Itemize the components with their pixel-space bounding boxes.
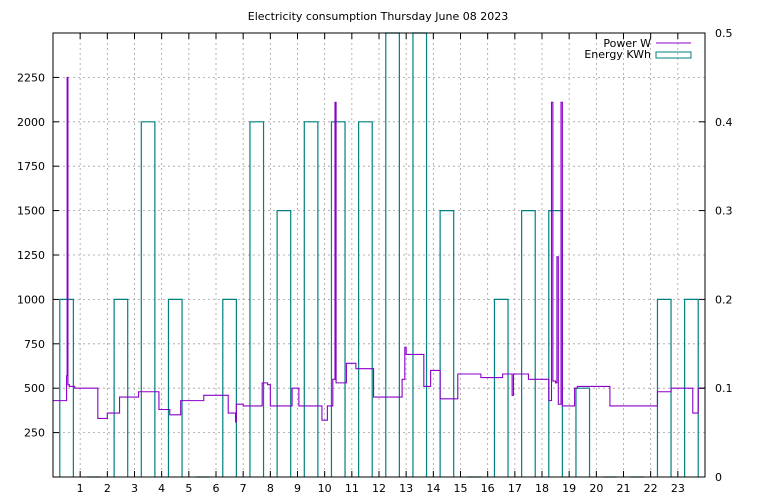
x-tick-label-15: 15 xyxy=(454,482,468,495)
energy-bar-10 xyxy=(330,121,346,477)
power-line xyxy=(53,76,706,423)
y-tick-label-750: 750 xyxy=(24,338,45,351)
energy-bar-12 xyxy=(385,32,400,477)
x-tick-label-23: 23 xyxy=(671,482,685,495)
energy-bar-6 xyxy=(222,298,237,477)
legend-item-power: Power W xyxy=(603,37,691,50)
x-tick-label-8: 8 xyxy=(267,482,274,495)
y-axis-left: 250 500 750 1000 1250 1500 1750 2000 2250 xyxy=(17,71,59,440)
x-tick-label-22: 22 xyxy=(644,482,658,495)
x-tick-label-5: 5 xyxy=(185,482,192,495)
x-tick-label-10: 10 xyxy=(318,482,332,495)
y-axis-right: 0 0.1 0.2 0.3 0.4 0.5 xyxy=(699,27,733,484)
y-tick-label-500: 500 xyxy=(24,382,45,395)
y2-tick-label-0.4: 0.4 xyxy=(715,116,733,129)
y-tick-label-1750: 1750 xyxy=(17,160,45,173)
x-tick-label-17: 17 xyxy=(508,482,522,495)
x-tick-label-7: 7 xyxy=(240,482,247,495)
x-tick-label-6: 6 xyxy=(213,482,220,495)
x-axis: 1 2 3 4 5 6 7 8 9 10 11 12 13 14 15 16 17 18 19 20 21 22 23 xyxy=(77,33,685,495)
y-tick-label-2000: 2000 xyxy=(17,116,45,129)
energy-bar-7 xyxy=(249,121,265,477)
x-tick-label-3: 3 xyxy=(131,482,138,495)
energy-bar-16 xyxy=(493,298,509,477)
y-tick-label-1250: 1250 xyxy=(17,249,45,262)
energy-bar-8 xyxy=(276,210,292,477)
energy-bar-4 xyxy=(167,298,183,477)
x-tick-label-14: 14 xyxy=(426,482,440,495)
x-tick-label-19: 19 xyxy=(562,482,576,495)
x-tick-label-11: 11 xyxy=(345,482,359,495)
energy-bar-18 xyxy=(548,210,563,477)
energy-series xyxy=(59,32,699,478)
x-tick-label-12: 12 xyxy=(372,482,386,495)
legend-swatch-energy xyxy=(655,51,692,59)
legend-item-energy: Energy KWh xyxy=(584,48,692,61)
x-tick-label-18: 18 xyxy=(535,482,549,495)
y2-tick-label-0: 0 xyxy=(715,471,722,484)
x-tick-label-9: 9 xyxy=(294,482,301,495)
x-tick-label-13: 13 xyxy=(399,482,413,495)
power-series xyxy=(53,76,706,423)
energy-bar-17 xyxy=(521,210,536,477)
y-tick-label-1500: 1500 xyxy=(17,205,45,218)
y-tick-label-1000: 1000 xyxy=(17,293,45,306)
energy-bar-3 xyxy=(140,121,156,477)
x-tick-label-20: 20 xyxy=(589,482,603,495)
legend-label-energy: Energy KWh xyxy=(584,48,651,61)
energy-bar-11 xyxy=(358,121,373,477)
y2-tick-label-0.1: 0.1 xyxy=(715,382,733,395)
grid xyxy=(53,33,705,477)
y2-tick-label-0.3: 0.3 xyxy=(715,205,733,218)
legend-label-power: Power W xyxy=(603,37,651,50)
y-tick-label-250: 250 xyxy=(24,427,45,440)
x-tick-label-1: 1 xyxy=(77,482,84,495)
energy-bar-19 xyxy=(575,387,591,477)
legend: Power W Energy KWh xyxy=(584,37,692,61)
energy-bar-9 xyxy=(303,121,319,477)
energy-bar-2 xyxy=(113,298,129,477)
x-tick-label-2: 2 xyxy=(104,482,111,495)
x-tick-label-4: 4 xyxy=(158,482,165,495)
y2-tick-label-0.2: 0.2 xyxy=(715,293,733,306)
y-tick-label-2250: 2250 xyxy=(17,71,45,84)
x-tick-label-16: 16 xyxy=(481,482,495,495)
energy-bar-14 xyxy=(439,210,455,477)
y2-tick-label-0.5: 0.5 xyxy=(715,27,733,40)
chart-title: Electricity consumption Thursday June 08… xyxy=(248,10,508,23)
x-tick-label-21: 21 xyxy=(617,482,631,495)
